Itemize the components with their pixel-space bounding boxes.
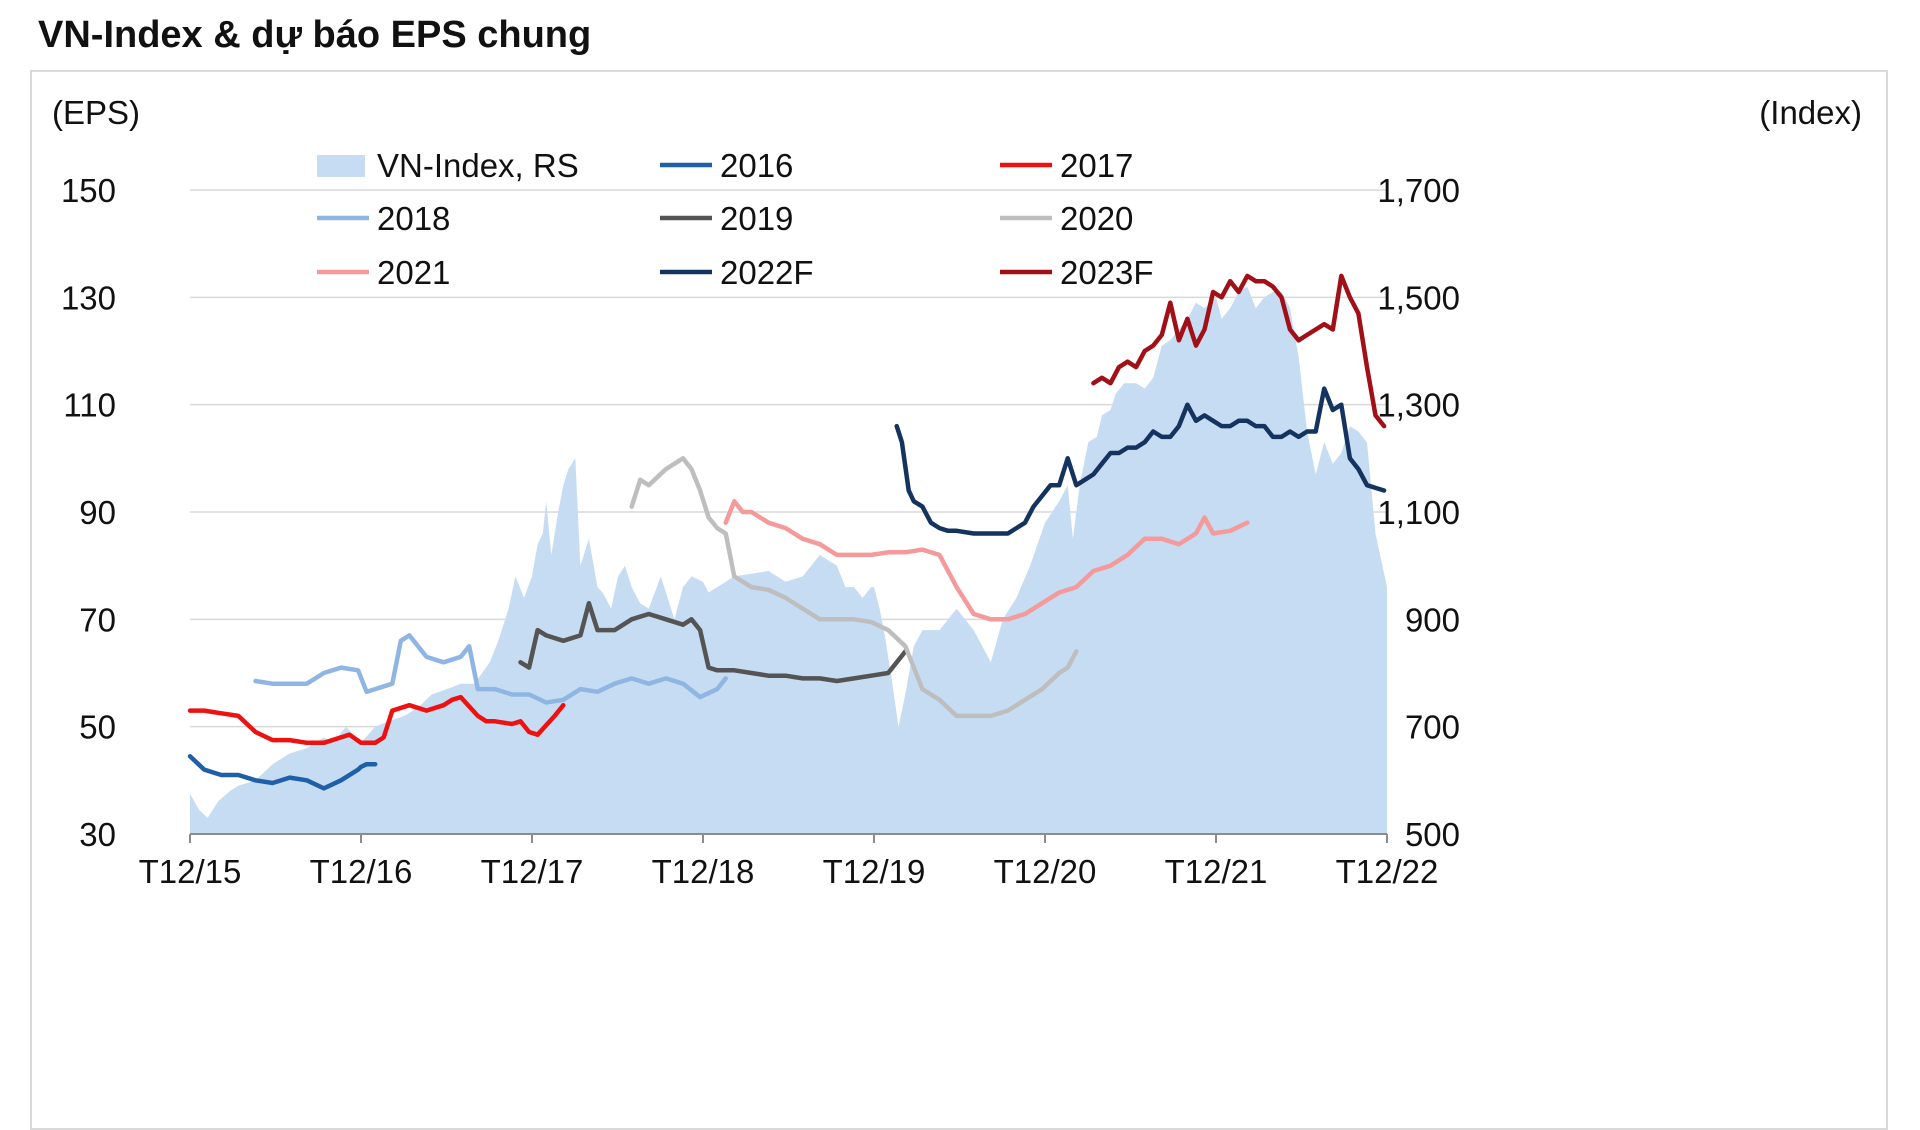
series-lines (187, 273, 1387, 791)
right-axis-label: (Index) (1759, 94, 1862, 131)
x-tick-label: T12/15 (139, 853, 242, 890)
page-title: VN-Index & dự báo EPS chung (38, 14, 592, 56)
series-line-2023f (1091, 273, 1387, 429)
legend-label-2016: 2016 (720, 147, 793, 184)
area-layer (190, 286, 1387, 835)
legend-label-2023f: 2023F (1060, 254, 1154, 291)
right-tick-label: 900 (1405, 601, 1460, 638)
x-tick-label: T12/21 (1165, 853, 1268, 890)
legend-label-2017: 2017 (1060, 147, 1133, 184)
series-line-2016 (187, 753, 378, 791)
series-line-2022f (894, 386, 1387, 536)
axes: 30 500 50 700 70 900 90 1,100 110 1,300 130 1,500 15… (61, 172, 1460, 890)
x-tick-label: T12/22 (1336, 853, 1439, 890)
right-tick-label: 1,300 (1377, 387, 1460, 424)
legend-label-2019: 2019 (720, 200, 793, 237)
left-tick-label: 70 (79, 601, 116, 638)
x-tick-label: T12/17 (481, 853, 584, 890)
legend-label-2020: 2020 (1060, 200, 1133, 237)
chart-svg: 30 500 50 700 70 900 90 1,100 110 1,300 130 1,500 15… (52, 94, 1862, 890)
series-line-2021 (723, 499, 1250, 622)
left-axis-label: (EPS) (52, 94, 140, 131)
left-tick-label: 50 (79, 709, 116, 746)
legend-label-2022f: 2022F (720, 254, 814, 291)
left-tick-label: 110 (63, 387, 116, 424)
right-tick-label: 1,700 (1377, 172, 1460, 209)
right-tick-label: 500 (1405, 816, 1460, 853)
left-tick-label: 90 (79, 494, 116, 531)
right-tick-label: 1,500 (1377, 279, 1460, 316)
legend: VN-Index, RS 2016 2017 2018 2019 2020 2021 2022… (317, 147, 1154, 291)
x-tick-label: T12/20 (994, 853, 1097, 890)
left-tick-label: 130 (61, 279, 116, 316)
legend-label-2018: 2018 (377, 200, 450, 237)
series-line-2018 (253, 633, 728, 705)
left-tick-label: 150 (61, 172, 116, 209)
chart-frame: 30 500 50 700 70 900 90 1,100 110 1,300 130 1,500 15… (30, 70, 1888, 1130)
legend-swatch-vn-index (317, 155, 365, 177)
right-tick-label: 1,100 (1377, 494, 1460, 531)
right-tick-label: 700 (1405, 709, 1460, 746)
left-tick-label: 30 (79, 816, 116, 853)
series-line-2017 (187, 694, 566, 746)
legend-label-vn-index-rs: VN-Index, RS (377, 147, 579, 184)
series-line-2020 (629, 456, 1079, 719)
x-tick-label: T12/16 (310, 853, 413, 890)
x-tick-label: T12/18 (652, 853, 755, 890)
legend-label-2021: 2021 (377, 254, 450, 291)
x-tick-label: T12/19 (823, 853, 926, 890)
series-line-2019 (518, 600, 908, 684)
vn-index-area (190, 286, 1387, 835)
